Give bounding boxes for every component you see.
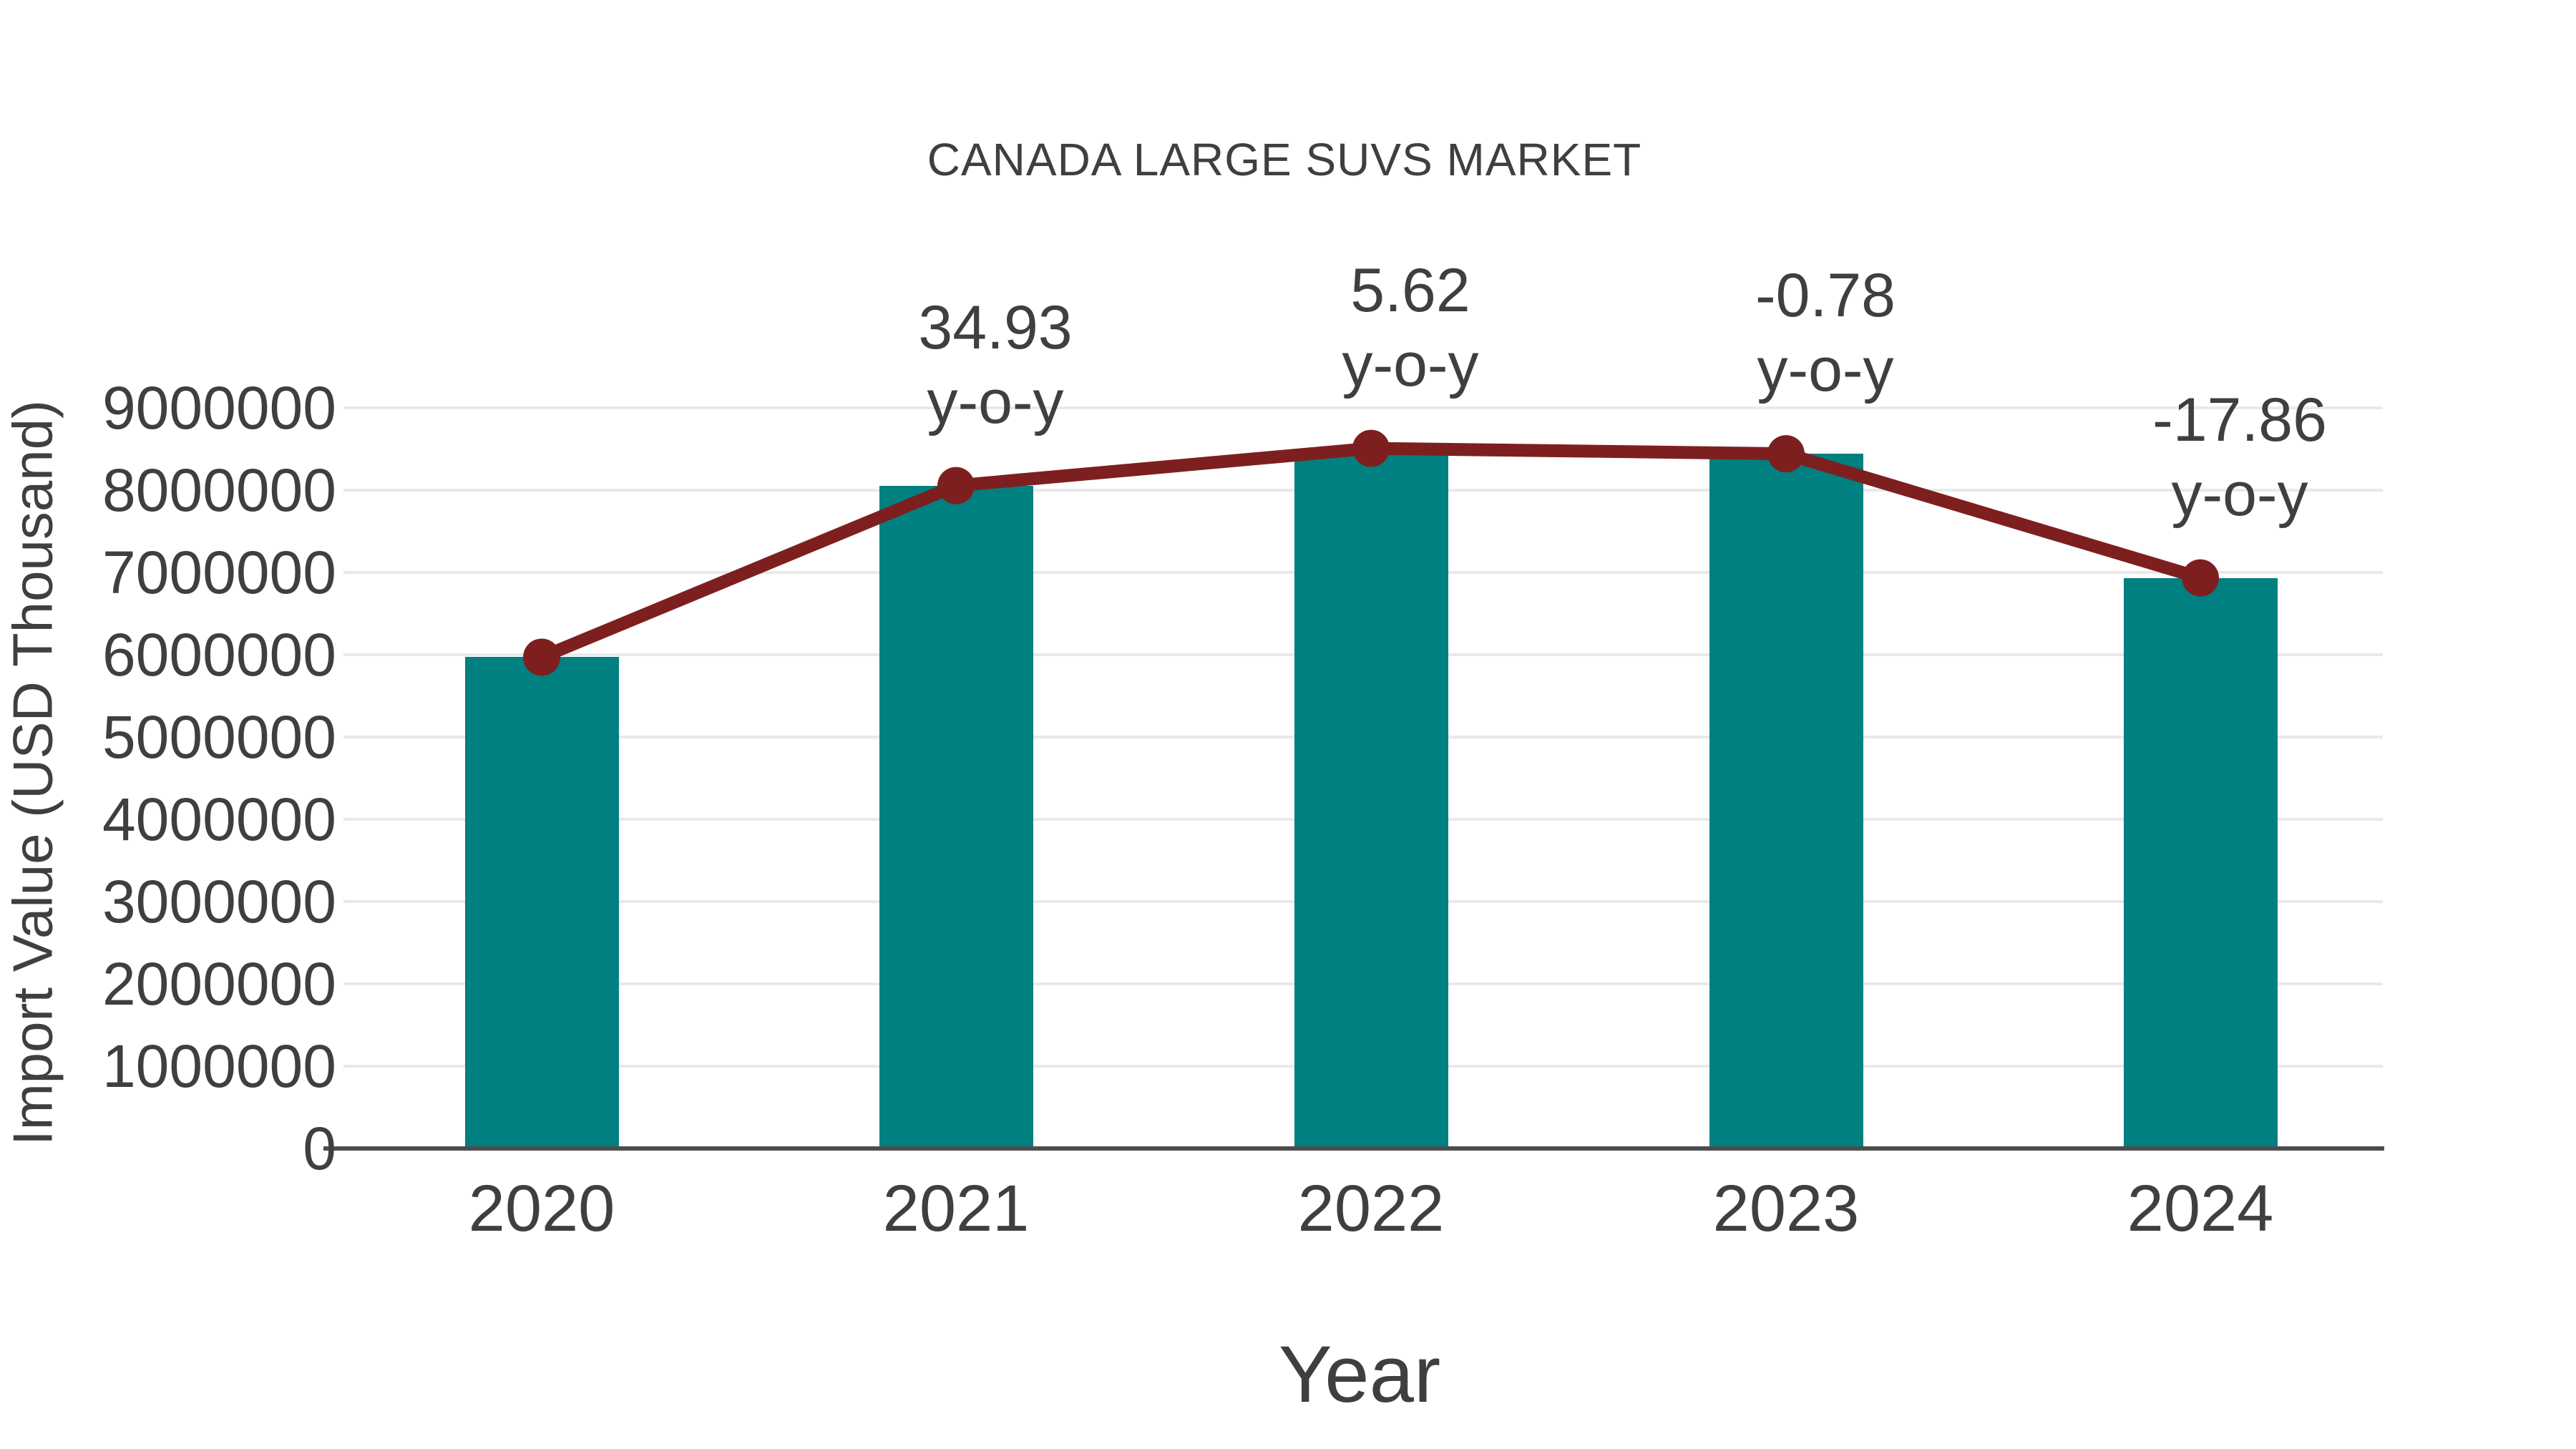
y-tick-label-1000000: 1000000 — [102, 1033, 336, 1100]
annotation-unit-2023: y-o-y — [1757, 336, 1894, 405]
bar-2023 — [1709, 454, 1863, 1151]
data-point-2022 — [1352, 429, 1390, 467]
data-point-2023 — [1767, 435, 1805, 473]
y-tick-label-8000000: 8000000 — [102, 457, 336, 524]
x-axis-line — [323, 1146, 2384, 1151]
x-axis-title: Year — [1278, 1330, 1441, 1419]
data-point-2020 — [523, 638, 560, 676]
annotation-value-2024: -17.86 — [2152, 385, 2327, 454]
bar-2021 — [879, 485, 1033, 1151]
bar-2020 — [464, 657, 619, 1151]
chart-title: CANADA LARGE SUVS MARKET — [927, 134, 1642, 185]
y-tick-label-6000000: 6000000 — [102, 621, 336, 688]
y-tick-label-0: 0 — [303, 1115, 336, 1182]
x-tick-label-2024: 2024 — [2127, 1172, 2274, 1245]
annotation-2023: -0.78 y-o-y — [1755, 258, 1896, 407]
x-tick-label-2022: 2022 — [1297, 1172, 1445, 1245]
data-point-2021 — [937, 467, 975, 504]
y-tick-label-4000000: 4000000 — [102, 786, 336, 853]
y-tick-label-2000000: 2000000 — [102, 950, 336, 1018]
annotation-unit-2022: y-o-y — [1342, 330, 1479, 399]
annotation-value-2022: 5.62 — [1350, 255, 1470, 325]
y-tick-label-3000000: 3000000 — [102, 868, 336, 935]
annotation-2024: -17.86 y-o-y — [2152, 383, 2327, 532]
x-tick-label-2020: 2020 — [468, 1172, 615, 1245]
y-tick-label-5000000: 5000000 — [102, 703, 336, 771]
annotation-unit-2024: y-o-y — [2171, 459, 2308, 529]
data-point-2024 — [2182, 559, 2219, 597]
y-tick-label-7000000: 7000000 — [102, 539, 336, 606]
x-tick-label-2021: 2021 — [882, 1172, 1030, 1245]
x-tick-label-2023: 2023 — [1712, 1172, 1860, 1245]
bar-2022 — [1294, 448, 1448, 1151]
annotation-unit-2021: y-o-y — [927, 367, 1064, 436]
gridline-9000000 — [343, 406, 2383, 409]
y-tick-label-9000000: 9000000 — [102, 374, 336, 441]
annotation-2021: 34.93 y-o-y — [918, 291, 1072, 439]
annotation-value-2021: 34.93 — [918, 293, 1073, 362]
bar-2024 — [2123, 577, 2278, 1151]
annotation-value-2023: -0.78 — [1755, 261, 1896, 331]
annotation-2022: 5.62 y-o-y — [1342, 253, 1478, 402]
trend-line — [539, 441, 2202, 663]
